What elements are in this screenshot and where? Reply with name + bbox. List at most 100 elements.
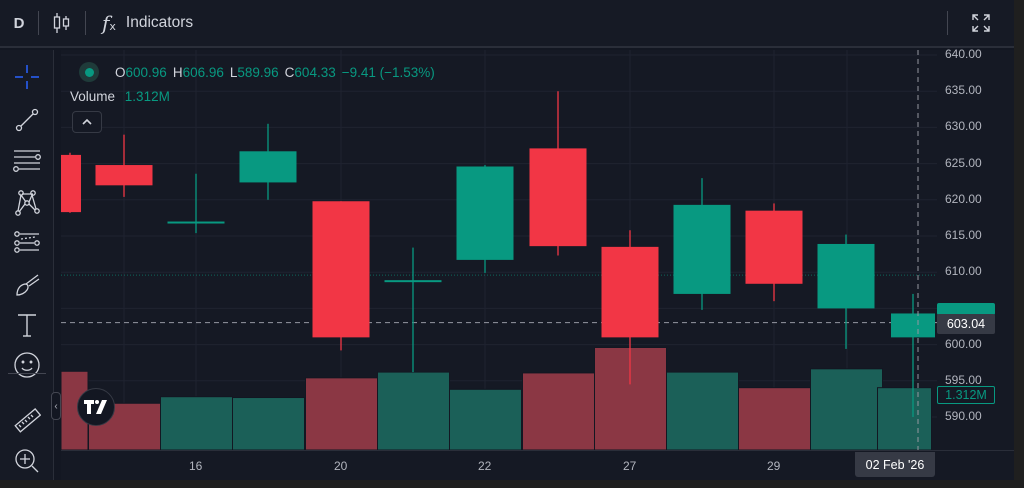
candles-icon	[53, 13, 70, 33]
ohlc-legend: O 600.96 H 606.96 L 589.96 C 604.33 −9.41 (−…	[79, 62, 441, 82]
last-price-tag	[937, 303, 995, 315]
collapse-legend-button[interactable]	[72, 111, 102, 133]
open-label: O	[115, 64, 126, 80]
high-value: 606.96	[182, 64, 224, 80]
volume-legend: Volume 1.312M	[70, 89, 176, 104]
volume-bar	[522, 372, 595, 450]
fx-icon: fx	[102, 11, 116, 35]
crosshair-tool[interactable]	[12, 62, 42, 92]
volume-label: Volume	[70, 89, 116, 104]
chevron-up-icon	[82, 118, 92, 125]
volume-bar	[738, 387, 811, 450]
volume-bar	[232, 397, 305, 450]
fib-retracement-icon	[13, 150, 41, 172]
change-value: −9.41 (−1.53%)	[341, 64, 435, 80]
candle	[529, 91, 587, 256]
toolbar-divider	[85, 11, 86, 35]
candle	[891, 293, 935, 417]
volume-value: 1.312M	[124, 89, 170, 104]
price-tick: 640.00	[945, 47, 982, 61]
volume-bar	[810, 368, 883, 450]
volume-bar	[666, 371, 739, 450]
tradingview-logo[interactable]	[77, 388, 115, 426]
xabcd-pattern-icon	[15, 190, 40, 216]
crosshair-price-tag: 603.04	[937, 314, 995, 334]
toolbar-divider	[947, 11, 948, 35]
market-status-indicator[interactable]	[79, 62, 99, 82]
time-tick: 27	[623, 459, 637, 473]
chart-app: D fx Indicators	[0, 0, 1014, 480]
price-tick: 615.00	[945, 228, 982, 242]
crosshair-date-tag: 02 Feb '26	[855, 452, 935, 477]
low-value: 589.96	[237, 64, 279, 80]
indicators-button[interactable]: fx Indicators	[86, 0, 203, 47]
price-tick: 620.00	[945, 191, 982, 206]
volume-bar	[305, 377, 378, 450]
tradingview-logo-icon	[84, 400, 107, 414]
low-label: L	[229, 64, 238, 80]
position-tool[interactable]	[12, 228, 42, 258]
volume-bar	[377, 371, 450, 450]
time-tick: 16	[189, 459, 203, 473]
volume-price-tag: 1.312M	[937, 386, 995, 404]
candle	[384, 247, 442, 373]
candlestick-chart	[61, 50, 937, 450]
zoom-in-tool[interactable]	[12, 446, 42, 476]
interval-button[interactable]: D	[13, 14, 25, 32]
top-toolbar: D fx Indicators	[0, 0, 1014, 48]
close-label: C	[284, 64, 295, 80]
close-value: 604.33	[294, 64, 336, 80]
price-tick: 590.00	[945, 409, 982, 423]
toolbar-divider	[38, 11, 39, 35]
time-tick: 20	[334, 459, 348, 473]
pattern-tool[interactable]	[12, 188, 42, 218]
candle	[817, 234, 875, 349]
candle	[312, 201, 370, 351]
text-icon	[18, 314, 36, 337]
indicators-label: Indicators	[125, 14, 194, 31]
chart-pane[interactable]: O 600.96 H 606.96 L 589.96 C 604.33 −9.41 (−…	[61, 50, 937, 450]
emoji-tool[interactable]	[12, 350, 42, 380]
candle	[456, 165, 514, 273]
emoji-icon	[14, 352, 40, 378]
candle	[745, 203, 803, 302]
time-tick: 29	[767, 459, 781, 473]
price-axis[interactable]: 640.00 635.00 630.00 625.00 620.00 615.00 610.…	[937, 47, 1014, 450]
candle	[167, 173, 225, 234]
brush-icon	[16, 274, 40, 296]
time-tick: 22	[478, 459, 492, 473]
ruler-tool[interactable]	[12, 406, 42, 436]
volume-bar	[877, 387, 932, 450]
trend-line-tool[interactable]	[12, 105, 42, 135]
volume-bar	[160, 396, 233, 450]
open-value: 600.96	[125, 64, 167, 80]
fullscreen-icon	[972, 14, 990, 32]
long-position-icon	[14, 231, 40, 253]
candle	[239, 123, 297, 200]
candle	[95, 134, 153, 197]
drawing-toolbar	[0, 50, 54, 480]
collapse-toolbar-button[interactable]: ‹	[51, 392, 61, 420]
candle	[601, 230, 659, 385]
crosshair-icon	[15, 65, 39, 89]
price-tick: 635.00	[945, 83, 982, 98]
brush-tool[interactable]	[12, 270, 42, 300]
price-tick: 610.00	[945, 264, 982, 279]
toolbar-divider	[8, 373, 46, 374]
text-tool[interactable]	[12, 310, 42, 340]
chart-type-button[interactable]	[39, 0, 85, 47]
fib-tool[interactable]	[12, 145, 42, 175]
ruler-icon	[14, 408, 41, 433]
price-tick: 600.00	[945, 336, 982, 351]
trend-line-icon	[15, 108, 39, 132]
volume-bar	[449, 388, 522, 450]
price-tick: 630.00	[945, 119, 982, 134]
time-axis[interactable]: 16 20 22 27 29 02 Feb '26	[61, 450, 1014, 480]
candle	[61, 152, 81, 213]
zoom-in-icon	[15, 449, 39, 473]
high-label: H	[172, 64, 183, 80]
price-tick: 625.00	[945, 155, 982, 170]
fullscreen-button[interactable]	[948, 0, 1014, 47]
price-tick: 595.00	[945, 372, 982, 387]
candle	[673, 178, 731, 310]
